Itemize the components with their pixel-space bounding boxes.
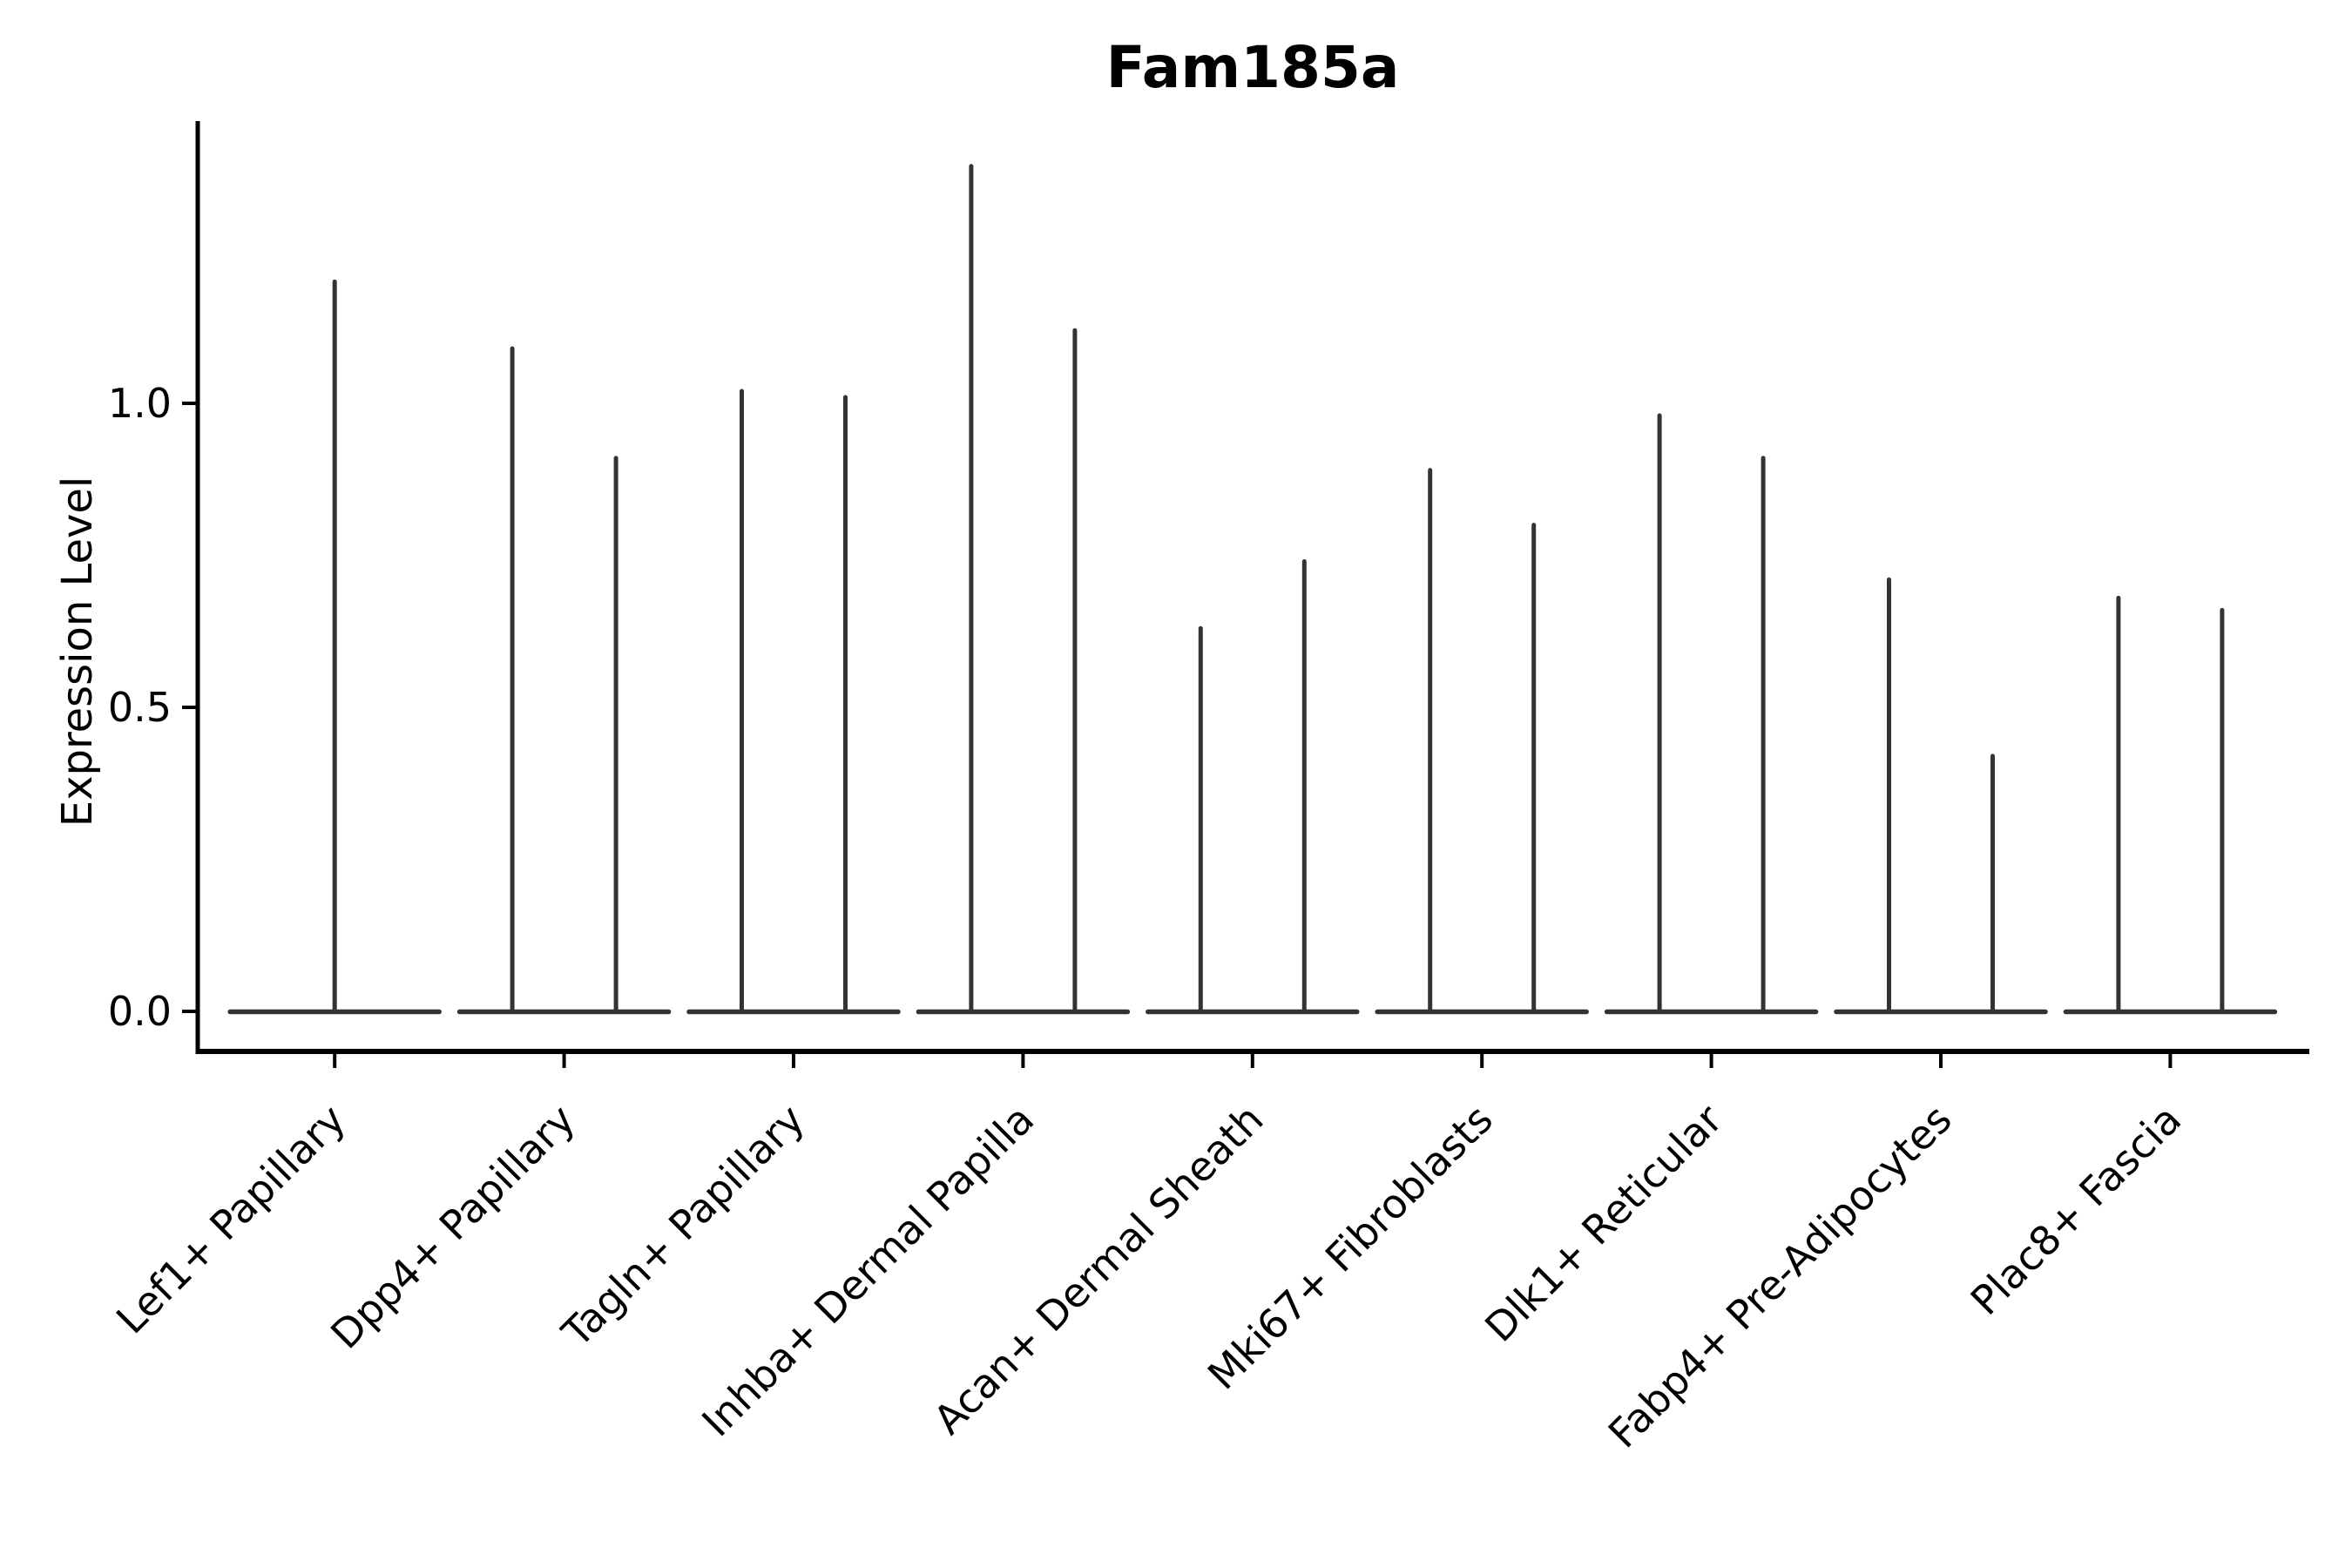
y-tick-label: 1.0 bbox=[108, 380, 172, 427]
y-tick-label: 0.5 bbox=[108, 684, 172, 731]
y-axis-label: Expression Level bbox=[53, 476, 102, 828]
x-tick-label: Dlk1+ Reticular bbox=[1476, 1096, 1731, 1351]
x-tick-label: Dpp4+ Papillary bbox=[321, 1096, 584, 1358]
x-tick-label: Plac8+ Fascia bbox=[1962, 1096, 2190, 1324]
y-tick-label: 0.0 bbox=[108, 988, 172, 1035]
x-axis-ticks bbox=[333, 1054, 2173, 1068]
x-tick-label: Lef1+ Papillary bbox=[107, 1096, 355, 1343]
y-axis-ticks: 0.0 0.5 1.0 bbox=[108, 380, 196, 1035]
violins-group bbox=[227, 164, 2278, 1015]
chart-title: Fam185a bbox=[1106, 34, 1400, 101]
x-tick-label: Tagln+ Papillary bbox=[552, 1096, 814, 1357]
